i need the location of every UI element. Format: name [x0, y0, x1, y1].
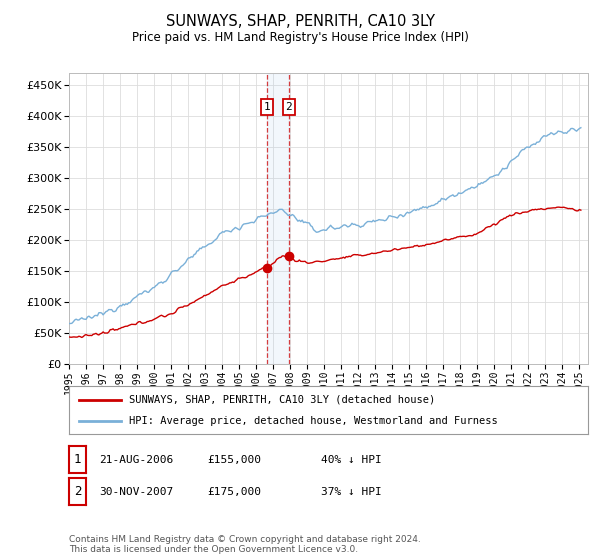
- Text: 2: 2: [74, 485, 81, 498]
- Text: HPI: Average price, detached house, Westmorland and Furness: HPI: Average price, detached house, West…: [128, 416, 497, 426]
- Text: £175,000: £175,000: [207, 487, 261, 497]
- Text: 2: 2: [286, 102, 292, 112]
- Text: SUNWAYS, SHAP, PENRITH, CA10 3LY: SUNWAYS, SHAP, PENRITH, CA10 3LY: [166, 14, 434, 29]
- Text: 1: 1: [74, 453, 81, 466]
- Bar: [267, 73, 289, 364]
- Text: Price paid vs. HM Land Registry's House Price Index (HPI): Price paid vs. HM Land Registry's House …: [131, 31, 469, 44]
- Text: 21-AUG-2006: 21-AUG-2006: [99, 455, 173, 465]
- Text: 1: 1: [263, 102, 271, 112]
- Text: Contains HM Land Registry data © Crown copyright and database right 2024.
This d: Contains HM Land Registry data © Crown c…: [69, 535, 421, 554]
- Text: £155,000: £155,000: [207, 455, 261, 465]
- Text: 30-NOV-2007: 30-NOV-2007: [99, 487, 173, 497]
- Text: 37% ↓ HPI: 37% ↓ HPI: [321, 487, 382, 497]
- Text: 40% ↓ HPI: 40% ↓ HPI: [321, 455, 382, 465]
- Text: SUNWAYS, SHAP, PENRITH, CA10 3LY (detached house): SUNWAYS, SHAP, PENRITH, CA10 3LY (detach…: [128, 395, 435, 405]
